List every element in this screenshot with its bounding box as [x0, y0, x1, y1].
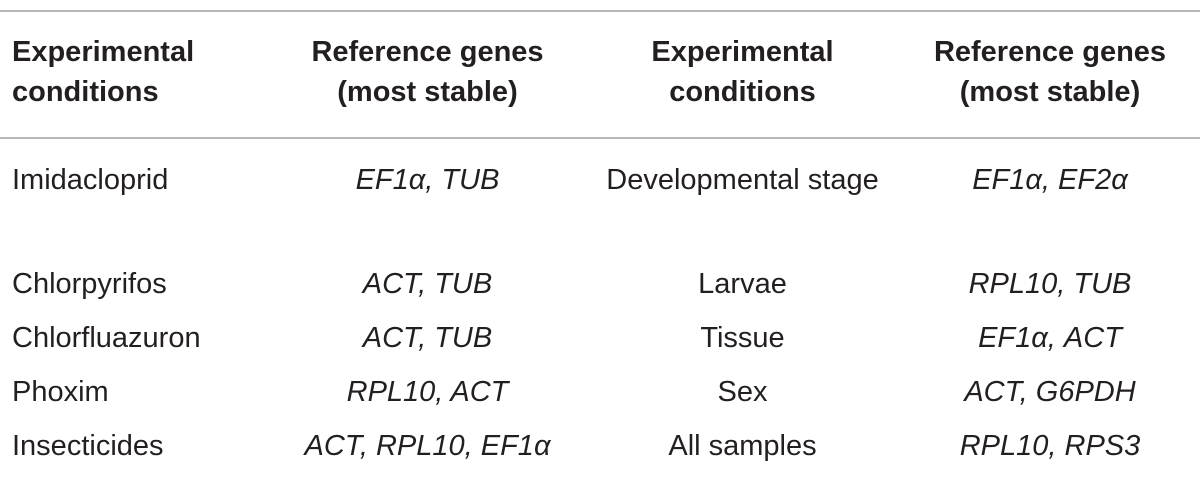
genes-right-cell: RPL10, RPS3: [959, 430, 1141, 462]
header-experimental-conditions-left: Experimental conditions: [12, 36, 195, 108]
table-row: Phoxim RPL10, ACT Sex ACT, G6PDH: [0, 372, 1200, 426]
genes-left-cell: EF1α, TUB: [355, 164, 500, 196]
header-reference-genes-left: Reference genes (most stable): [311, 36, 544, 108]
condition-right-cell: All samples: [668, 430, 817, 462]
condition-right-cell: Developmental stage: [606, 164, 879, 196]
table-row: Imidacloprid EF1α, TUB Developmental sta…: [0, 138, 1200, 264]
condition-left-cell: Phoxim: [12, 376, 109, 408]
table-row: Chlorfluazuron ACT, TUB Tissue EF1α, ACT: [0, 318, 1200, 372]
condition-left-cell: Imidacloprid: [12, 164, 169, 196]
table-row: Chlorpyrifos ACT, TUB Larvae RPL10, TUB: [0, 264, 1200, 318]
condition-left-cell: Insecticides: [12, 430, 164, 462]
genes-right-cell: EF1α, EF2α: [972, 164, 1128, 196]
genes-left-cell: ACT, TUB: [362, 268, 493, 300]
header-experimental-conditions-right: Experimental conditions: [651, 36, 834, 108]
condition-right-cell: Sex: [717, 376, 768, 408]
genes-right-cell: ACT, G6PDH: [964, 376, 1136, 408]
header-reference-genes-right: Reference genes (most stable): [933, 36, 1167, 108]
condition-left-cell: Chlorfluazuron: [12, 322, 201, 354]
condition-right-cell: Larvae: [698, 268, 787, 300]
table-top-rule: [0, 10, 1200, 12]
condition-left-cell: Chlorpyrifos: [12, 268, 167, 300]
table-row: Insecticides ACT, RPL10, EF1α All sample…: [0, 426, 1200, 480]
genes-right-cell: EF1α, ACT: [978, 322, 1122, 354]
condition-right-cell: Tissue: [700, 322, 785, 354]
genes-left-cell: RPL10, ACT: [346, 376, 509, 408]
table-header-rule: [0, 137, 1200, 139]
genes-left-cell: ACT, TUB: [362, 322, 493, 354]
table-header-row: Experimental conditions Reference genes …: [0, 0, 1200, 138]
genes-left-cell: ACT, RPL10, EF1α: [304, 430, 551, 462]
genes-right-cell: RPL10, TUB: [968, 268, 1132, 300]
